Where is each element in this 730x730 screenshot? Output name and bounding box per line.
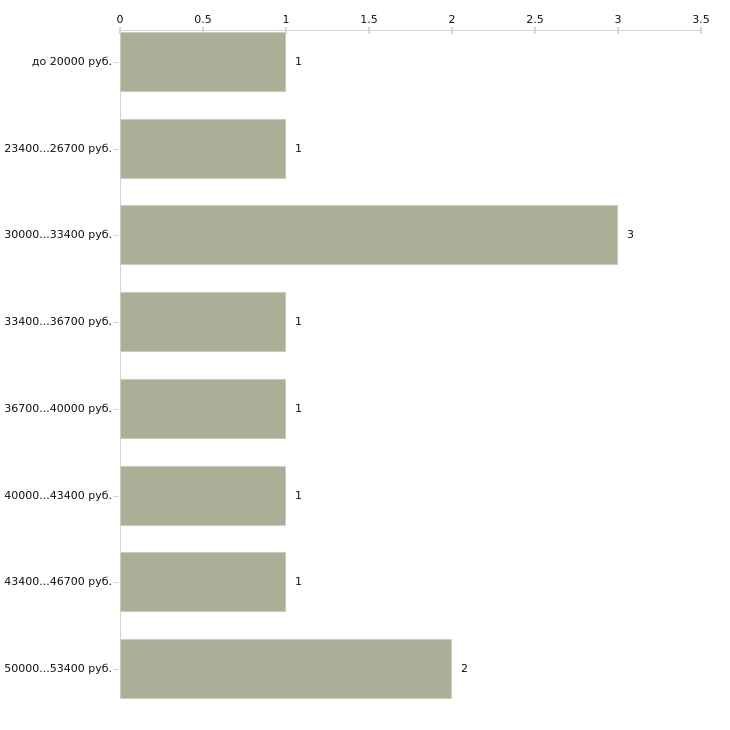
bar — [120, 205, 618, 265]
category-tick-mark — [113, 149, 119, 150]
x-axis-tick-mark — [534, 27, 536, 34]
category-label: до 20000 руб. — [31, 55, 112, 68]
bar-value-label: 1 — [295, 575, 302, 588]
category-tick-mark — [113, 669, 119, 670]
bar-value-label: 2 — [461, 662, 468, 675]
bar-value-label: 3 — [627, 228, 634, 241]
x-axis-tick-label: 0 — [116, 13, 124, 26]
bar — [120, 119, 286, 179]
category-label: 43400...46700 руб. — [4, 575, 112, 588]
x-axis-tick-mark — [617, 27, 619, 34]
category-label: 50000...53400 руб. — [4, 662, 112, 675]
bar-value-label: 1 — [295, 315, 302, 328]
bar — [120, 292, 286, 352]
x-axis-tick-mark — [285, 27, 287, 34]
bar — [120, 32, 286, 92]
x-axis-tick-label: 2.5 — [526, 13, 544, 26]
bar — [120, 379, 286, 439]
bar-value-label: 1 — [295, 55, 302, 68]
x-axis-tick-label: 3.5 — [692, 13, 710, 26]
x-axis-tick-mark — [202, 27, 204, 34]
category-label: 23400...26700 руб. — [4, 142, 112, 155]
x-axis-tick-mark — [368, 27, 370, 34]
category-label: 40000...43400 руб. — [4, 489, 112, 502]
x-axis-tick-label: 3 — [614, 13, 622, 26]
x-axis-tick-label: 0.5 — [194, 13, 212, 26]
x-axis-line — [120, 30, 701, 31]
x-axis-tick-label: 1 — [282, 13, 290, 26]
x-axis-tick-label: 2 — [448, 13, 456, 26]
category-tick-mark — [113, 496, 119, 497]
bar — [120, 552, 286, 612]
category-label: 33400...36700 руб. — [4, 315, 112, 328]
bar-value-label: 1 — [295, 489, 302, 502]
x-axis-tick-label: 1.5 — [360, 13, 378, 26]
category-tick-mark — [113, 235, 119, 236]
y-axis-line — [120, 30, 121, 699]
category-tick-mark — [113, 582, 119, 583]
category-tick-mark — [113, 409, 119, 410]
bar-value-label: 1 — [295, 402, 302, 415]
x-axis-tick-mark — [451, 27, 453, 34]
bar-value-label: 1 — [295, 142, 302, 155]
bar — [120, 466, 286, 526]
bar — [120, 639, 452, 699]
category-tick-mark — [113, 62, 119, 63]
category-tick-mark — [113, 322, 119, 323]
category-label: 30000...33400 руб. — [4, 228, 112, 241]
x-axis-tick-mark — [700, 27, 702, 34]
category-label: 36700...40000 руб. — [4, 402, 112, 415]
